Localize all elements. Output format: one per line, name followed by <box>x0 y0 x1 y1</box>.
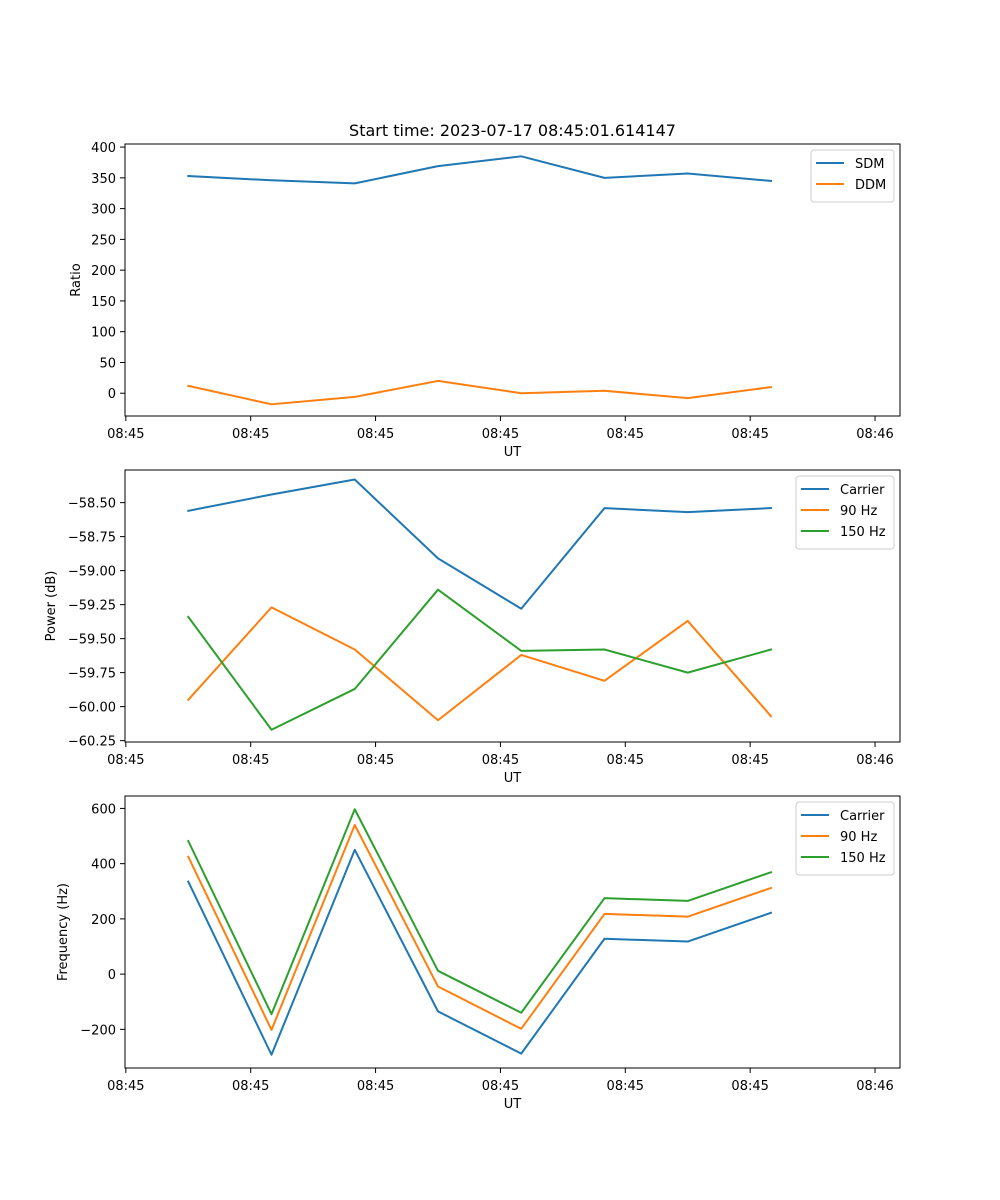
y-axis-label: Ratio <box>69 263 84 296</box>
series-lines <box>187 155 773 406</box>
legend-label: 90 Hz <box>840 504 877 519</box>
legend-label: 150 Hz <box>840 525 886 540</box>
y-tick-label: 250 <box>91 233 116 248</box>
y-tick-label: −59.25 <box>68 599 116 614</box>
subplot-2: 08:45 08:45 08:45 08:45 08:45 08:45 08:46 UT −60… <box>44 469 901 786</box>
series-line-150-hz <box>186 808 773 1016</box>
y-tick-label: 300 <box>91 203 116 218</box>
x-tick-label: 08:46 <box>856 1079 893 1094</box>
series-lines <box>186 478 773 731</box>
y-tick-label: 200 <box>91 264 116 279</box>
legend: Carrier 90 Hz 150 Hz <box>795 475 895 550</box>
x-tick-label: 08:45 <box>607 753 644 768</box>
x-tick-label: 08:45 <box>232 427 269 442</box>
x-axis-ticks: 08:45 08:45 08:45 08:45 08:45 08:45 08:46 <box>107 742 894 768</box>
x-tick-label: 08:46 <box>856 753 893 768</box>
y-tick-label: 100 <box>91 326 116 341</box>
figure-title: Start time: 2023-07-17 08:45:01.614147 <box>349 121 676 140</box>
y-tick-label: 600 <box>91 802 116 817</box>
x-axis-ticks: 08:45 08:45 08:45 08:45 08:45 08:45 08:46 <box>107 416 894 442</box>
series-line-ddm <box>187 379 773 406</box>
x-tick-label: 08:45 <box>232 753 269 768</box>
x-axis-label: UT <box>504 1097 522 1112</box>
y-tick-label: 0 <box>108 968 116 983</box>
y-tick-label: −200 <box>80 1023 116 1038</box>
series-line-150-hz <box>186 588 773 731</box>
legend: SDM DDM <box>810 149 895 203</box>
axes-frame <box>124 469 901 743</box>
x-tick-label: 08:45 <box>607 427 644 442</box>
y-axis-label: Frequency (Hz) <box>56 883 71 981</box>
x-tick-label: 08:45 <box>482 1079 519 1094</box>
x-axis-label: UT <box>504 445 522 460</box>
series-line-sdm <box>187 155 773 185</box>
series-line-carrier <box>187 478 773 610</box>
legend-label: 150 Hz <box>840 851 886 866</box>
subplot-3: 08:45 08:45 08:45 08:45 08:45 08:45 08:46 UT −20… <box>56 795 901 1112</box>
x-tick-label: 08:45 <box>731 753 768 768</box>
y-tick-label: 400 <box>91 858 116 873</box>
legend-label: Carrier <box>840 483 885 498</box>
x-tick-label: 08:45 <box>232 1079 269 1094</box>
series-line-carrier <box>186 848 773 1056</box>
y-tick-label: −60.25 <box>68 735 116 750</box>
x-tick-label: 08:45 <box>482 427 519 442</box>
y-tick-label: −58.50 <box>68 497 116 512</box>
y-tick-label: −59.00 <box>68 565 116 580</box>
y-tick-label: 400 <box>91 141 116 156</box>
x-tick-label: 08:46 <box>856 427 893 442</box>
x-tick-label: 08:45 <box>107 427 144 442</box>
x-axis-ticks: 08:45 08:45 08:45 08:45 08:45 08:45 08:46 <box>107 1068 894 1094</box>
x-tick-label: 08:45 <box>107 753 144 768</box>
x-tick-label: 08:45 <box>731 427 768 442</box>
legend: Carrier 90 Hz 150 Hz <box>795 801 895 876</box>
y-axis-ticks: −200 0 200 400 600 <box>80 802 125 1038</box>
y-tick-label: 0 <box>108 387 116 402</box>
y-axis-ticks: 0 50 100 150 200 250 300 350 400 <box>91 141 125 402</box>
subplot-panels: 08:45 08:45 08:45 08:45 08:45 08:45 08:46 UT 0 50… <box>44 141 901 1112</box>
y-axis-ticks: −60.25 −60.00 −59.75 −59.50 −59.25 −59.00 −58.… <box>68 497 125 750</box>
axes-frame <box>124 143 901 417</box>
y-tick-label: 200 <box>91 913 116 928</box>
y-tick-label: 350 <box>91 172 116 187</box>
x-tick-label: 08:45 <box>107 1079 144 1094</box>
legend-label: DDM <box>855 178 886 193</box>
series-lines <box>186 808 773 1056</box>
subplot-1: 08:45 08:45 08:45 08:45 08:45 08:45 08:46 UT 0 50… <box>69 141 901 460</box>
x-tick-label: 08:45 <box>357 427 394 442</box>
y-tick-label: −58.75 <box>68 531 116 546</box>
y-tick-label: −59.75 <box>68 667 116 682</box>
x-tick-label: 08:45 <box>357 1079 394 1094</box>
legend-label: Carrier <box>840 809 885 824</box>
legend-label: 90 Hz <box>840 830 877 845</box>
x-tick-label: 08:45 <box>607 1079 644 1094</box>
y-tick-label: −59.50 <box>68 633 116 648</box>
x-tick-label: 08:45 <box>731 1079 768 1094</box>
x-tick-label: 08:45 <box>482 753 519 768</box>
x-tick-label: 08:45 <box>357 753 394 768</box>
y-axis-label: Power (dB) <box>44 571 59 642</box>
series-line-90-hz <box>186 823 773 1031</box>
y-tick-label: 150 <box>91 295 116 310</box>
series-line-90-hz <box>186 606 773 722</box>
y-tick-label: −60.00 <box>68 701 116 716</box>
legend-label: SDM <box>855 157 884 172</box>
x-axis-label: UT <box>504 771 522 786</box>
axes-frame <box>124 795 901 1069</box>
y-tick-label: 50 <box>99 356 116 371</box>
